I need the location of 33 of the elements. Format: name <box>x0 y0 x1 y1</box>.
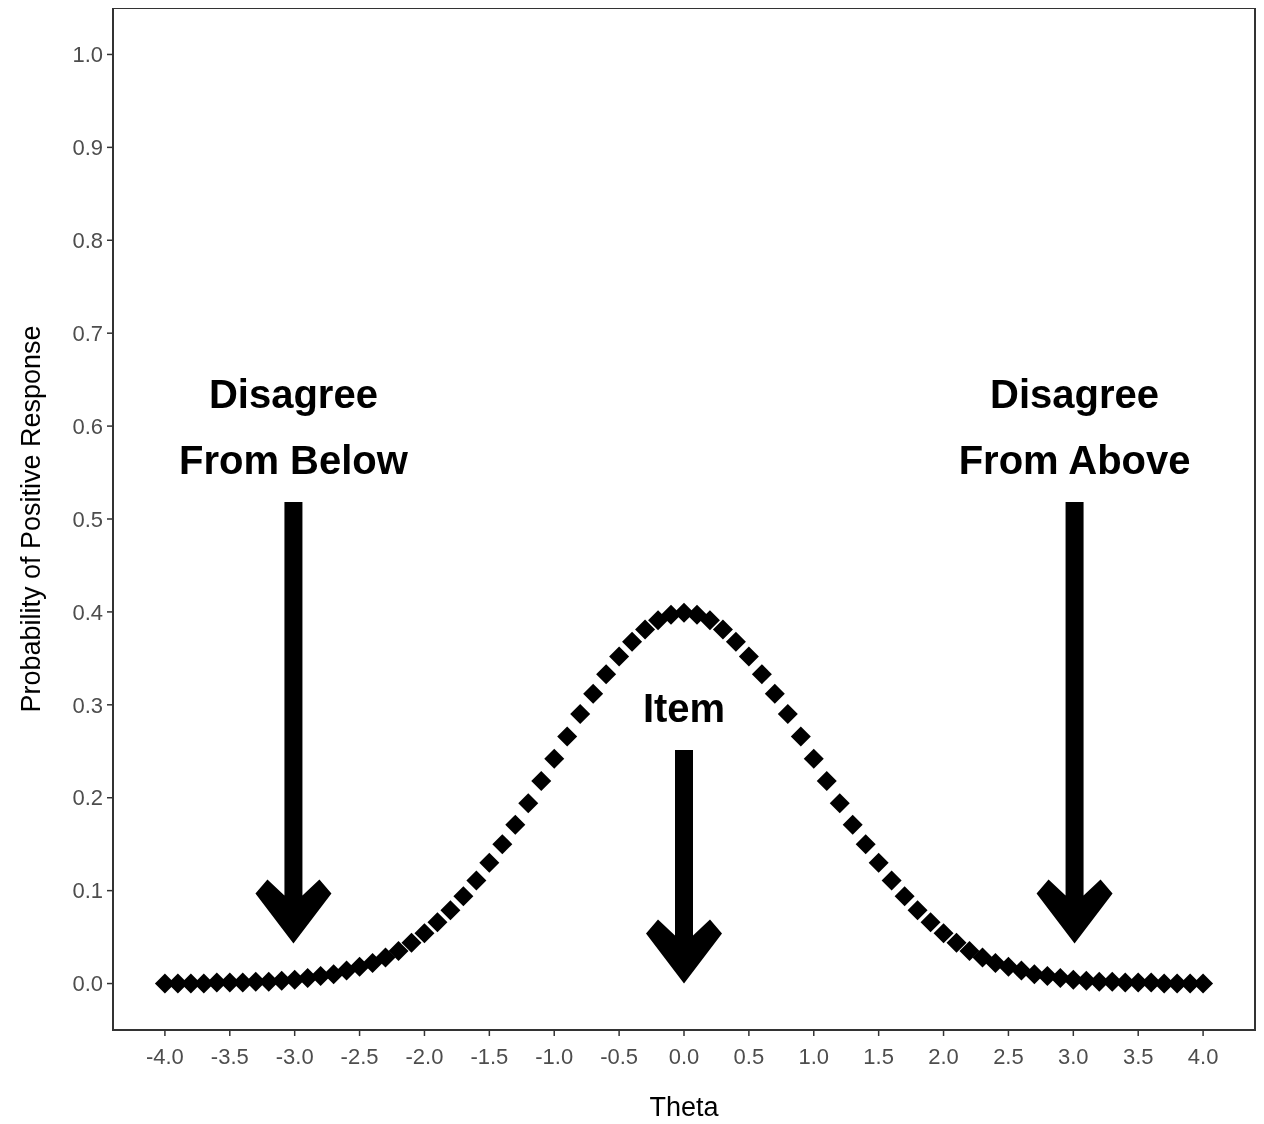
x-tick-label: 3.0 <box>1058 1044 1089 1069</box>
x-tick-label: -4.0 <box>145 1044 184 1069</box>
y-tick-label: 0.1 <box>72 878 103 904</box>
x-tick-label: -1.0 <box>535 1044 574 1069</box>
x-tick-label: 2.5 <box>993 1044 1024 1069</box>
x-tick-label: 4.0 <box>1187 1044 1219 1069</box>
y-tick-label: 0.8 <box>72 227 103 253</box>
x-tick-label: 0.5 <box>733 1044 765 1069</box>
y-tick-label: 0.9 <box>72 135 103 161</box>
annotation: Disagree From Below <box>178 372 409 483</box>
x-tick-label: 2.0 <box>928 1044 959 1069</box>
x-tick-label: -0.5 <box>600 1044 639 1069</box>
x-tick-label: 1.0 <box>798 1044 830 1069</box>
x-tick-label: -2.5 <box>340 1044 379 1069</box>
y-tick-label: 0.4 <box>72 599 103 625</box>
x-tick-label: 0.0 <box>668 1044 700 1069</box>
annotation: Disagree From Above <box>958 372 1191 483</box>
x-tick-label: -3.5 <box>210 1044 249 1069</box>
y-tick-label: 1.0 <box>72 42 103 68</box>
x-tick-label: 1.5 <box>863 1044 894 1069</box>
y-tick-label: 0.6 <box>72 413 103 439</box>
y-tick-label: 0.7 <box>72 320 103 346</box>
y-tick-label: 0.0 <box>72 971 103 997</box>
x-tick-label: 3.5 <box>1122 1044 1154 1069</box>
x-tick-label: -3.0 <box>275 1044 314 1069</box>
y-tick-label: 0.2 <box>72 785 103 811</box>
x-axis-title: Theta <box>649 1092 720 1122</box>
annotation: Item <box>642 686 726 731</box>
y-tick-label: 0.5 <box>72 506 103 532</box>
y-axis-title: Probability of Positive Response <box>16 325 46 713</box>
x-tick-label: -2.0 <box>405 1044 444 1069</box>
x-tick-label: -1.5 <box>470 1044 509 1069</box>
y-tick-label: 0.3 <box>72 692 103 718</box>
